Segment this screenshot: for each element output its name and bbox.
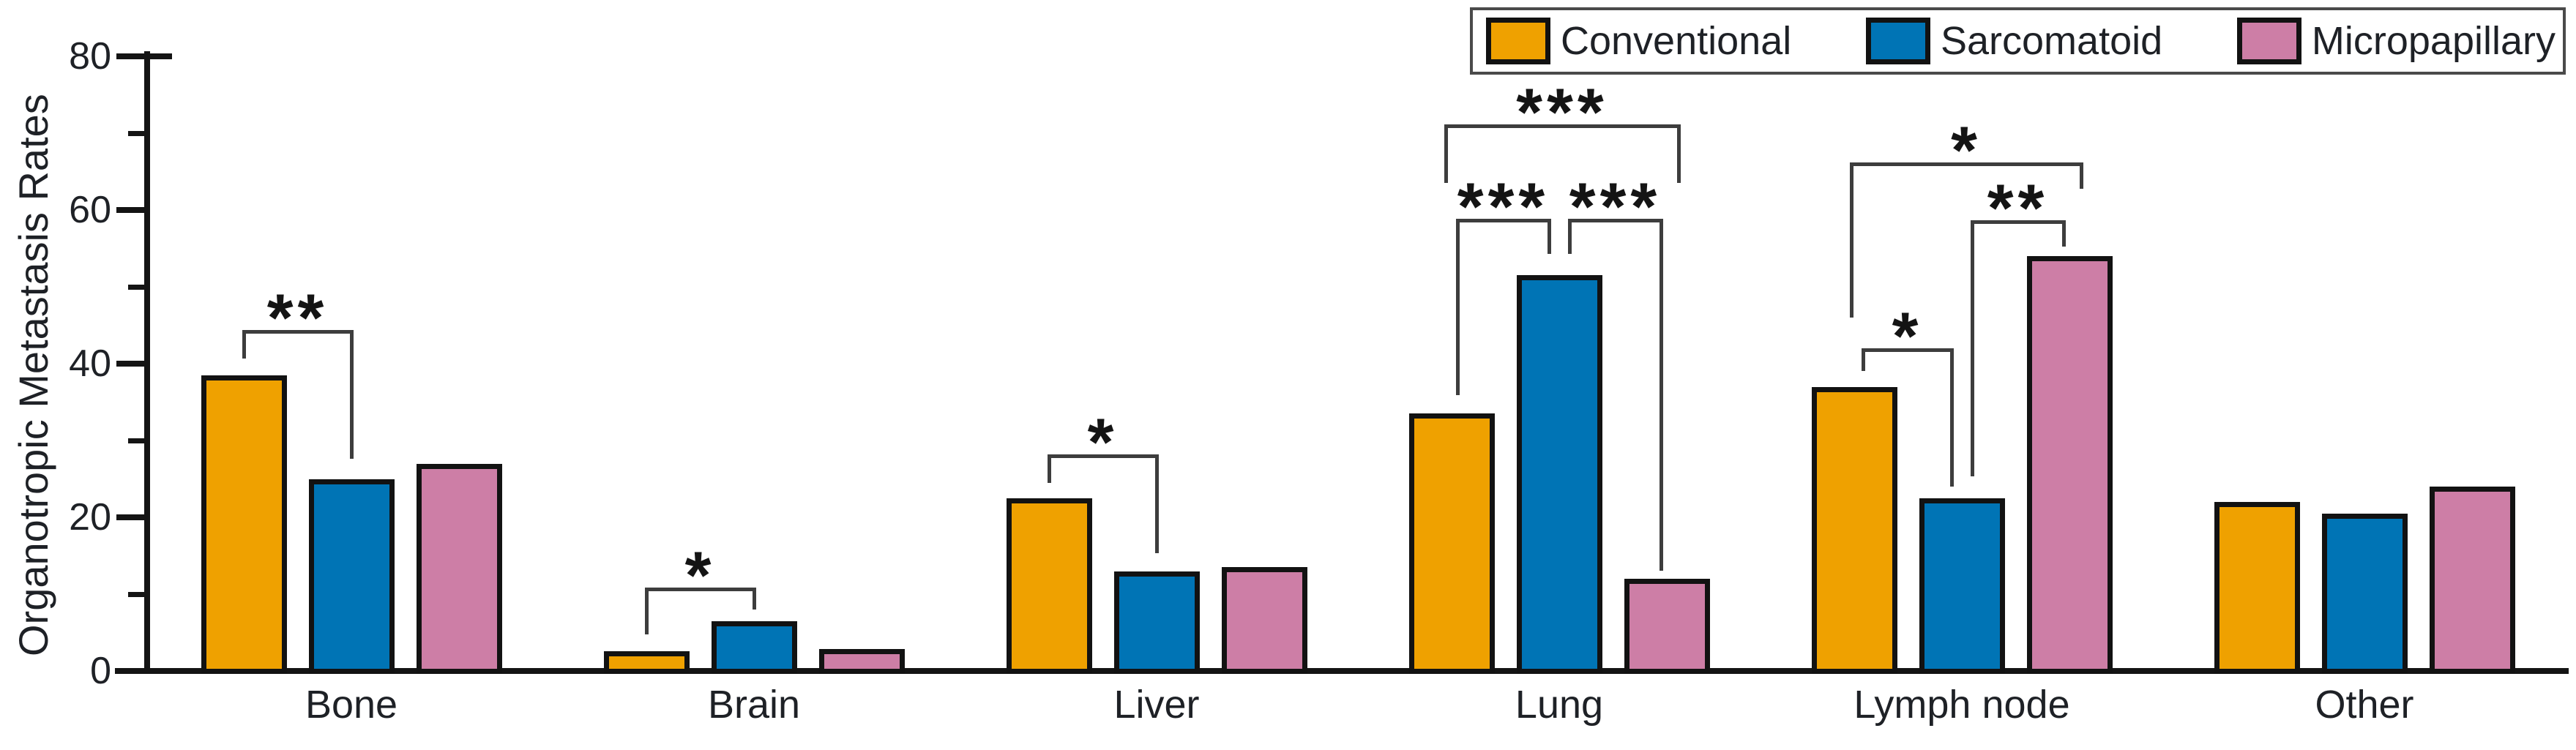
- legend-item-micropapillary: Micropapillary: [2236, 18, 2556, 64]
- significance-bracket: [1444, 124, 1680, 128]
- significance-bracket: [1155, 454, 1159, 554]
- significance-bracket: [1048, 454, 1158, 458]
- bar-lung-micropapillary: [1624, 579, 1710, 674]
- significance-bracket: [1456, 218, 1550, 222]
- legend-item-conventional: Conventional: [1486, 18, 1791, 64]
- x-axis-line: [115, 668, 2569, 674]
- bar-bone-sarcomatoid: [308, 479, 395, 674]
- significance-bracket: [1677, 124, 1681, 184]
- significance-bracket: [1950, 348, 1954, 487]
- legend-label: Sarcomatoid: [1940, 19, 2163, 63]
- significance-bracket: [1862, 348, 1865, 372]
- bar-brain-sarcomatoid: [711, 620, 797, 674]
- legend: Conventional Sarcomatoid Micropapillary: [1470, 7, 2566, 75]
- y-tick-label: 20: [69, 496, 111, 539]
- significance-bracket: [2080, 162, 2083, 189]
- category-label: Lymph node: [1853, 683, 2070, 727]
- bar-bone-conventional: [201, 375, 287, 674]
- y-tick: [116, 668, 144, 674]
- legend-label: Conventional: [1561, 19, 1792, 63]
- significance-bracket: [1048, 454, 1051, 483]
- significance-label: **: [1987, 170, 2049, 246]
- bar-liver-sarcomatoid: [1113, 571, 1200, 674]
- y-tick-label: 80: [69, 35, 111, 78]
- significance-bracket: [1444, 124, 1448, 184]
- y-minor-tick: [128, 438, 144, 443]
- y-minor-tick: [128, 285, 144, 290]
- legend-swatch-conventional: [1486, 18, 1550, 64]
- y-tick: [150, 53, 172, 59]
- category-label: Liver: [1113, 683, 1200, 727]
- legend-item-sarcomatoid: Sarcomatoid: [1865, 18, 2163, 64]
- significance-label: *: [1892, 299, 1923, 375]
- significance-bracket: [753, 587, 756, 610]
- significance-label: *: [684, 538, 716, 613]
- bar-other-micropapillary: [2429, 487, 2515, 674]
- significance-bracket: [645, 587, 649, 634]
- y-axis-line: [144, 51, 150, 674]
- y-tick-label: 60: [69, 189, 111, 231]
- category-label: Brain: [707, 683, 801, 727]
- y-tick: [116, 207, 144, 213]
- significance-bracket: [350, 329, 354, 460]
- y-tick-label: 40: [69, 342, 111, 385]
- significance-bracket: [1568, 218, 1662, 222]
- significance-label: ***: [1569, 169, 1662, 244]
- significance-label: ***: [1516, 75, 1608, 150]
- significance-bracket: [1548, 218, 1551, 254]
- legend-swatch-sarcomatoid: [1865, 18, 1930, 64]
- significance-label: **: [266, 280, 329, 356]
- legend-swatch-micropapillary: [2236, 18, 2301, 64]
- significance-bracket: [645, 587, 755, 591]
- significance-bracket: [1568, 218, 1572, 254]
- significance-bracket: [1850, 162, 2083, 166]
- y-tick: [116, 53, 144, 59]
- significance-bracket: [1862, 348, 1953, 353]
- y-tick-label: 0: [90, 650, 111, 692]
- bar-lymph-node-micropapillary: [2026, 256, 2113, 674]
- significance-bracket: [1660, 218, 1663, 571]
- significance-label: *: [1087, 405, 1119, 480]
- significance-bracket: [1971, 220, 1974, 477]
- bar-lung-conventional: [1408, 413, 1495, 674]
- bar-brain-conventional: [603, 650, 690, 674]
- significance-label: *: [1951, 113, 1982, 188]
- bar-lung-sarcomatoid: [1516, 275, 1602, 674]
- bar-lymph-node-sarcomatoid: [1919, 498, 2005, 674]
- bar-brain-micropapillary: [818, 648, 905, 674]
- y-tick: [116, 361, 144, 367]
- bar-other-sarcomatoid: [2321, 513, 2408, 674]
- category-label: Other: [2315, 683, 2414, 727]
- significance-bracket: [242, 329, 353, 334]
- y-minor-tick: [128, 131, 144, 136]
- legend-label: Micropapillary: [2311, 19, 2556, 63]
- bar-other-conventional: [2214, 502, 2300, 674]
- significance-bracket: [1456, 218, 1460, 396]
- y-minor-tick: [128, 592, 144, 597]
- category-label: Bone: [305, 683, 398, 727]
- bar-liver-micropapillary: [1221, 567, 1307, 674]
- significance-bracket: [2062, 220, 2066, 247]
- bar-bone-micropapillary: [416, 463, 502, 674]
- significance-label: ***: [1457, 169, 1550, 244]
- y-tick: [116, 514, 144, 520]
- bar-lymph-node-conventional: [1811, 386, 1897, 674]
- category-label: Lung: [1515, 683, 1604, 727]
- bar-liver-conventional: [1006, 498, 1092, 674]
- significance-bracket: [242, 329, 246, 359]
- significance-bracket: [1850, 162, 1853, 318]
- significance-bracket: [1971, 220, 2065, 224]
